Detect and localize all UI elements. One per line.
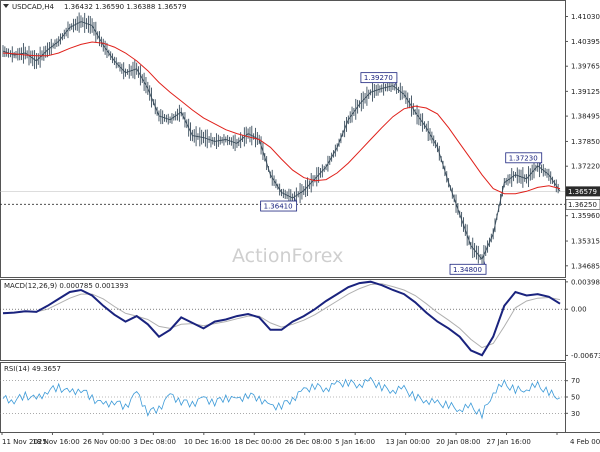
annotation-box [449,263,487,275]
annotation-box [260,200,298,212]
macd-main-line [2,280,561,357]
price-tick-label: 1.37220 [571,163,600,171]
annotation-box [360,72,398,84]
annotation-box [505,152,543,164]
macd-panel-frame [0,279,566,361]
current-price-box [566,186,600,197]
annotation-label: 1.37230 [509,154,538,162]
macd-tick-label: 0.003982 [571,278,600,286]
price-series-line [2,21,561,261]
rsi-line [2,376,561,420]
annotation-label: 1.39270 [364,74,393,82]
price-tick-label: 1.40395 [571,38,600,46]
price-tick-label: 1.39765 [571,63,600,71]
reference-price-box [565,199,600,210]
price-tick-label: 1.39125 [571,88,600,96]
x-tick-label: 18 Dec 00:00 [234,438,281,446]
x-tick-label: 10 Dec 16:00 [184,438,231,446]
price-tick-label: 1.35315 [571,238,600,246]
watermark-text: ActionForex [232,245,343,267]
rsi-panel-frame [0,362,566,433]
price-panel-frame [0,0,566,278]
dropdown-arrow-icon[interactable] [3,4,9,8]
x-tick-label: 5 Jan 16:00 [335,438,375,446]
x-tick-label: 11 Nov 2025 [2,438,47,446]
x-tick-label: 18 Nov 16:00 [32,438,79,446]
rsi-tick-label: 50 [571,394,580,402]
macd-tick-label: 0.00 [571,306,587,314]
rsi-label: RSI(14) 49.3657 [4,365,61,373]
ohlc-values: 1.36432 1.36590 1.36388 1.36579 [64,3,186,11]
moving-average-line [2,41,561,195]
price-tick-label: 1.38495 [571,113,600,121]
x-tick-label: 26 Nov 00:00 [83,438,130,446]
rsi-tick-label: 70 [571,377,580,385]
price-tick-label: 1.41030 [571,13,600,21]
price-tick-label: 1.34685 [571,262,600,270]
x-tick-label: 26 Dec 08:00 [285,438,332,446]
rsi-tick-label: 30 [571,410,580,418]
annotation-label: 1.36410 [264,203,293,211]
reference-price-label: 1.36250 [568,201,597,209]
x-tick-label: 20 Jan 08:00 [436,438,480,446]
current-price-label: 1.36579 [568,188,597,196]
macd-signal-line [3,283,561,349]
price-tick-label: 1.37850 [571,138,600,146]
x-tick-label: 4 Feb 00:00 [570,438,600,446]
macd-label: MACD(12,26,9) 0.000785 0.001393 [4,282,128,290]
symbol-label: USDCAD,H4 [12,3,55,11]
x-tick-label: 13 Jan 00:00 [386,438,430,446]
annotation-label: 1.34800 [453,266,482,274]
x-tick-label: 27 Jan 16:00 [487,438,531,446]
price-tick-label: 1.35960 [571,212,600,220]
x-tick-label: 3 Dec 08:00 [133,438,176,446]
macd-tick-label: -0.006737 [571,352,600,360]
